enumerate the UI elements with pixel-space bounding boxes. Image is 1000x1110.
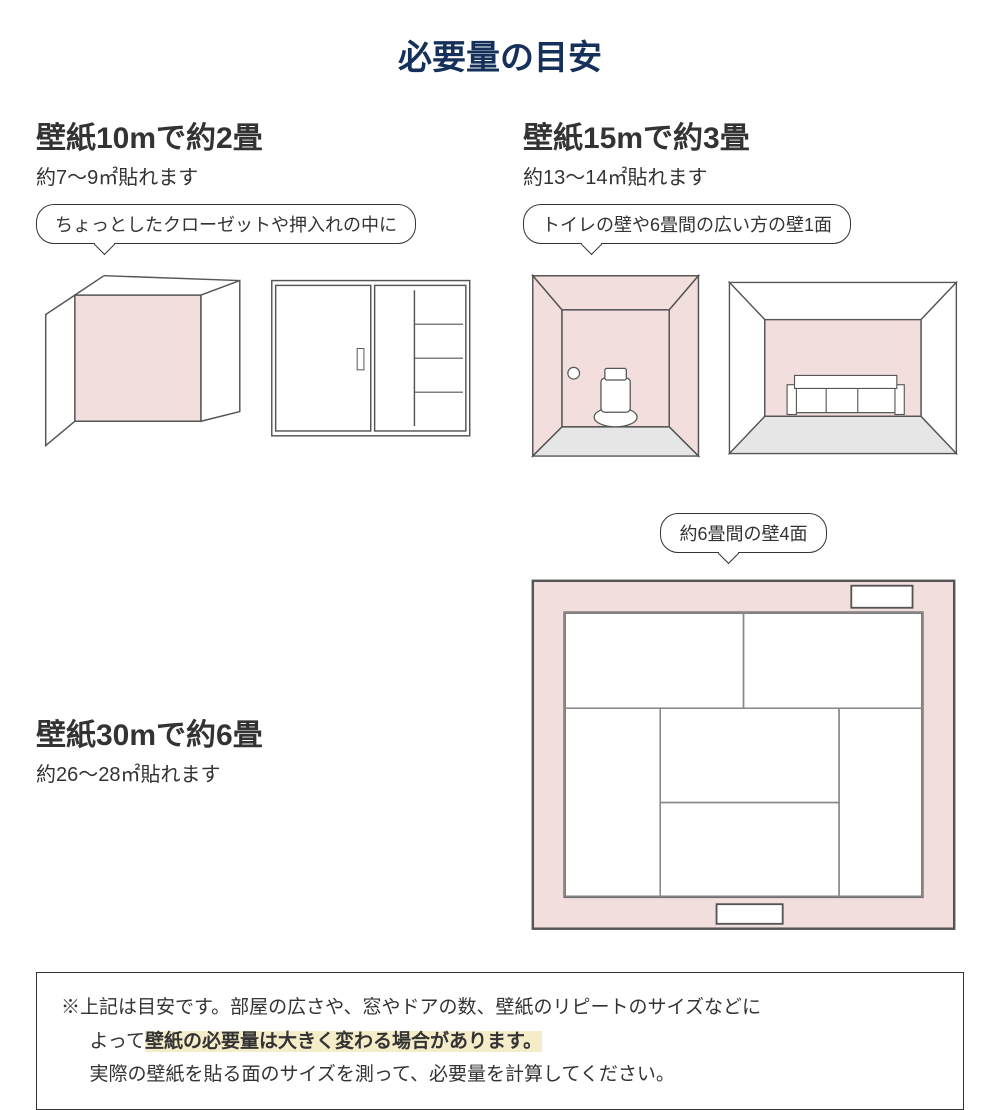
footnote-highlight: 壁紙の必要量は大きく変わる場合があります。 [145,1031,542,1052]
footnote-line-1: ※上記は目安です。部屋の広さや、窓やドアの数、壁紙のリピートのサイズなどに [61,991,939,1024]
footnote-text: ※上記は目安です。部屋の広さや、窓やドアの数、壁紙のリピートのサイズなどに [61,997,761,1018]
toilet-room-illustration [523,266,708,461]
footnote-line-2: よって壁紙の必要量は大きく変わる場合があります。 [61,1025,939,1058]
section-10m: 壁紙10mで約2畳 約7～9㎡貼れます ちょっとしたクローゼットや押入れの中に [36,113,477,461]
illustration-row [523,266,964,461]
page-title: 必要量の目安 [36,30,964,79]
footnote-text: 実際の壁紙を貼る面のサイズを測って、必要量を計算してください。 [90,1064,675,1085]
section-heading: 壁紙30mで約6畳 [36,710,477,754]
closet-illustration [36,266,250,450]
sliding-door-illustration [264,266,478,450]
bubble-label: ちょっとしたクローゼットや押入れの中に [36,204,416,244]
room-topdown-illustration [523,571,964,939]
illustration-row [36,266,477,450]
content-grid: 壁紙10mで約2畳 約7～9㎡貼れます ちょっとしたクローゼットや押入れの中に [36,113,964,938]
section-heading: 壁紙10mで約2畳 [36,113,477,157]
footnote-text: よって [90,1031,145,1052]
living-wall-illustration [722,275,964,461]
bubble-label: トイレの壁や6畳間の広い方の壁1面 [523,204,851,244]
section-heading: 壁紙15mで約3畳 [523,113,964,157]
footnote-line-3: 実際の壁紙を貼る面のサイズを測って、必要量を計算してください。 [61,1058,939,1091]
section-30m-illustration-block: 約6畳間の壁4面 [523,489,964,939]
section-30m: 壁紙30mで約6畳 約26～28㎡貼れます [36,489,477,939]
section-sub: 約13～14㎡貼れます [523,161,964,190]
section-sub: 約7～9㎡貼れます [36,161,477,190]
section-15m: 壁紙15mで約3畳 約13～14㎡貼れます トイレの壁や6畳間の広い方の壁1面 [523,113,964,461]
footnote-box: ※上記は目安です。部屋の広さや、窓やドアの数、壁紙のリピートのサイズなどに よっ… [36,972,964,1110]
section-sub: 約26～28㎡貼れます [36,758,477,787]
bubble-label: 約6畳間の壁4面 [660,513,826,553]
